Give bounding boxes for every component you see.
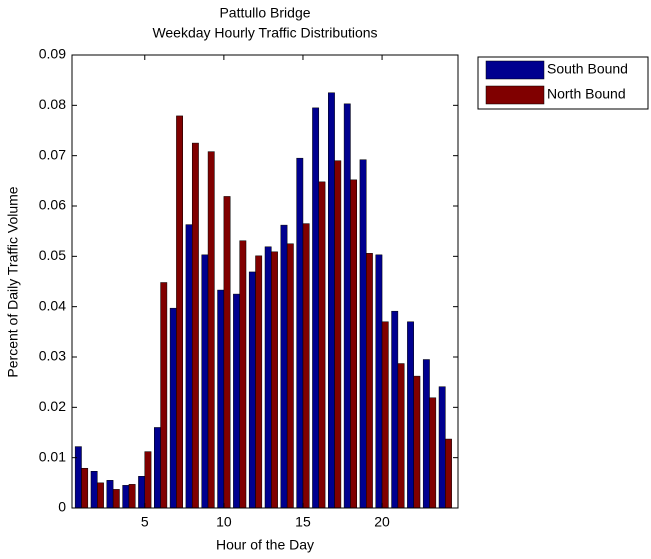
y-tick-label: 0.02 bbox=[39, 398, 66, 414]
y-tick-label: 0.04 bbox=[39, 297, 66, 313]
bar bbox=[422, 359, 430, 509]
bar bbox=[264, 246, 272, 509]
bar bbox=[375, 254, 383, 509]
bar bbox=[350, 179, 358, 509]
y-axis-label: Percent of Daily Traffic Volume bbox=[5, 186, 21, 377]
axes-box bbox=[71, 54, 459, 509]
bar bbox=[391, 310, 399, 509]
bar bbox=[128, 484, 136, 509]
bar bbox=[381, 321, 389, 509]
bar bbox=[112, 489, 120, 509]
bar bbox=[223, 196, 231, 509]
bar bbox=[365, 253, 373, 509]
bar bbox=[343, 103, 351, 509]
chart-subtitle: Weekday Hourly Traffic Distributions bbox=[152, 25, 377, 41]
bar bbox=[106, 480, 114, 509]
bar bbox=[445, 438, 452, 509]
bar bbox=[138, 476, 146, 509]
bar bbox=[328, 92, 335, 509]
bar bbox=[191, 142, 199, 509]
bar bbox=[397, 363, 405, 509]
bar bbox=[302, 223, 310, 509]
legend-label: North Bound bbox=[547, 86, 626, 102]
y-tick-label: 0.09 bbox=[39, 46, 66, 62]
bar bbox=[169, 307, 177, 509]
bar bbox=[280, 224, 288, 509]
bar bbox=[81, 467, 89, 509]
y-tick-label: 0.03 bbox=[39, 348, 66, 364]
bar bbox=[207, 151, 215, 509]
x-tick-label: 10 bbox=[216, 514, 232, 530]
bar bbox=[176, 115, 183, 509]
bar bbox=[201, 254, 209, 509]
bar bbox=[429, 397, 437, 509]
x-tick-label: 5 bbox=[141, 514, 149, 530]
bar bbox=[296, 157, 304, 509]
chart-title: Pattullo Bridge bbox=[219, 5, 310, 21]
y-tick-label: 0.06 bbox=[39, 197, 66, 213]
bar bbox=[154, 427, 161, 509]
bar bbox=[185, 224, 193, 509]
bar bbox=[334, 160, 342, 509]
legend-swatch bbox=[485, 60, 545, 80]
bar bbox=[286, 243, 294, 509]
bar bbox=[97, 482, 104, 509]
y-tick-label: 0 bbox=[58, 499, 66, 515]
bar bbox=[74, 446, 82, 509]
bar bbox=[271, 251, 278, 509]
bar bbox=[239, 240, 247, 509]
y-tick-label: 0.05 bbox=[39, 247, 66, 263]
bar bbox=[413, 375, 421, 509]
bar bbox=[144, 451, 152, 509]
legend-label: South Bound bbox=[547, 61, 628, 77]
bar bbox=[438, 386, 446, 509]
legend-box bbox=[477, 56, 649, 110]
x-tick-label: 20 bbox=[374, 514, 390, 530]
y-tick-label: 0.08 bbox=[39, 96, 66, 112]
bar bbox=[160, 282, 168, 509]
bar bbox=[248, 271, 256, 509]
bar bbox=[407, 321, 414, 509]
bar bbox=[318, 181, 326, 509]
y-tick-label: 0.07 bbox=[39, 146, 66, 162]
x-axis-label: Hour of the Day bbox=[216, 537, 314, 553]
bar bbox=[312, 107, 320, 509]
bar bbox=[255, 255, 263, 509]
bar bbox=[359, 159, 367, 509]
bar bbox=[90, 471, 98, 509]
bar bbox=[217, 289, 225, 509]
bar bbox=[122, 485, 130, 509]
y-tick-label: 0.01 bbox=[39, 448, 66, 464]
x-tick-label: 15 bbox=[295, 514, 311, 530]
legend-swatch bbox=[485, 85, 545, 105]
bar bbox=[233, 293, 240, 509]
